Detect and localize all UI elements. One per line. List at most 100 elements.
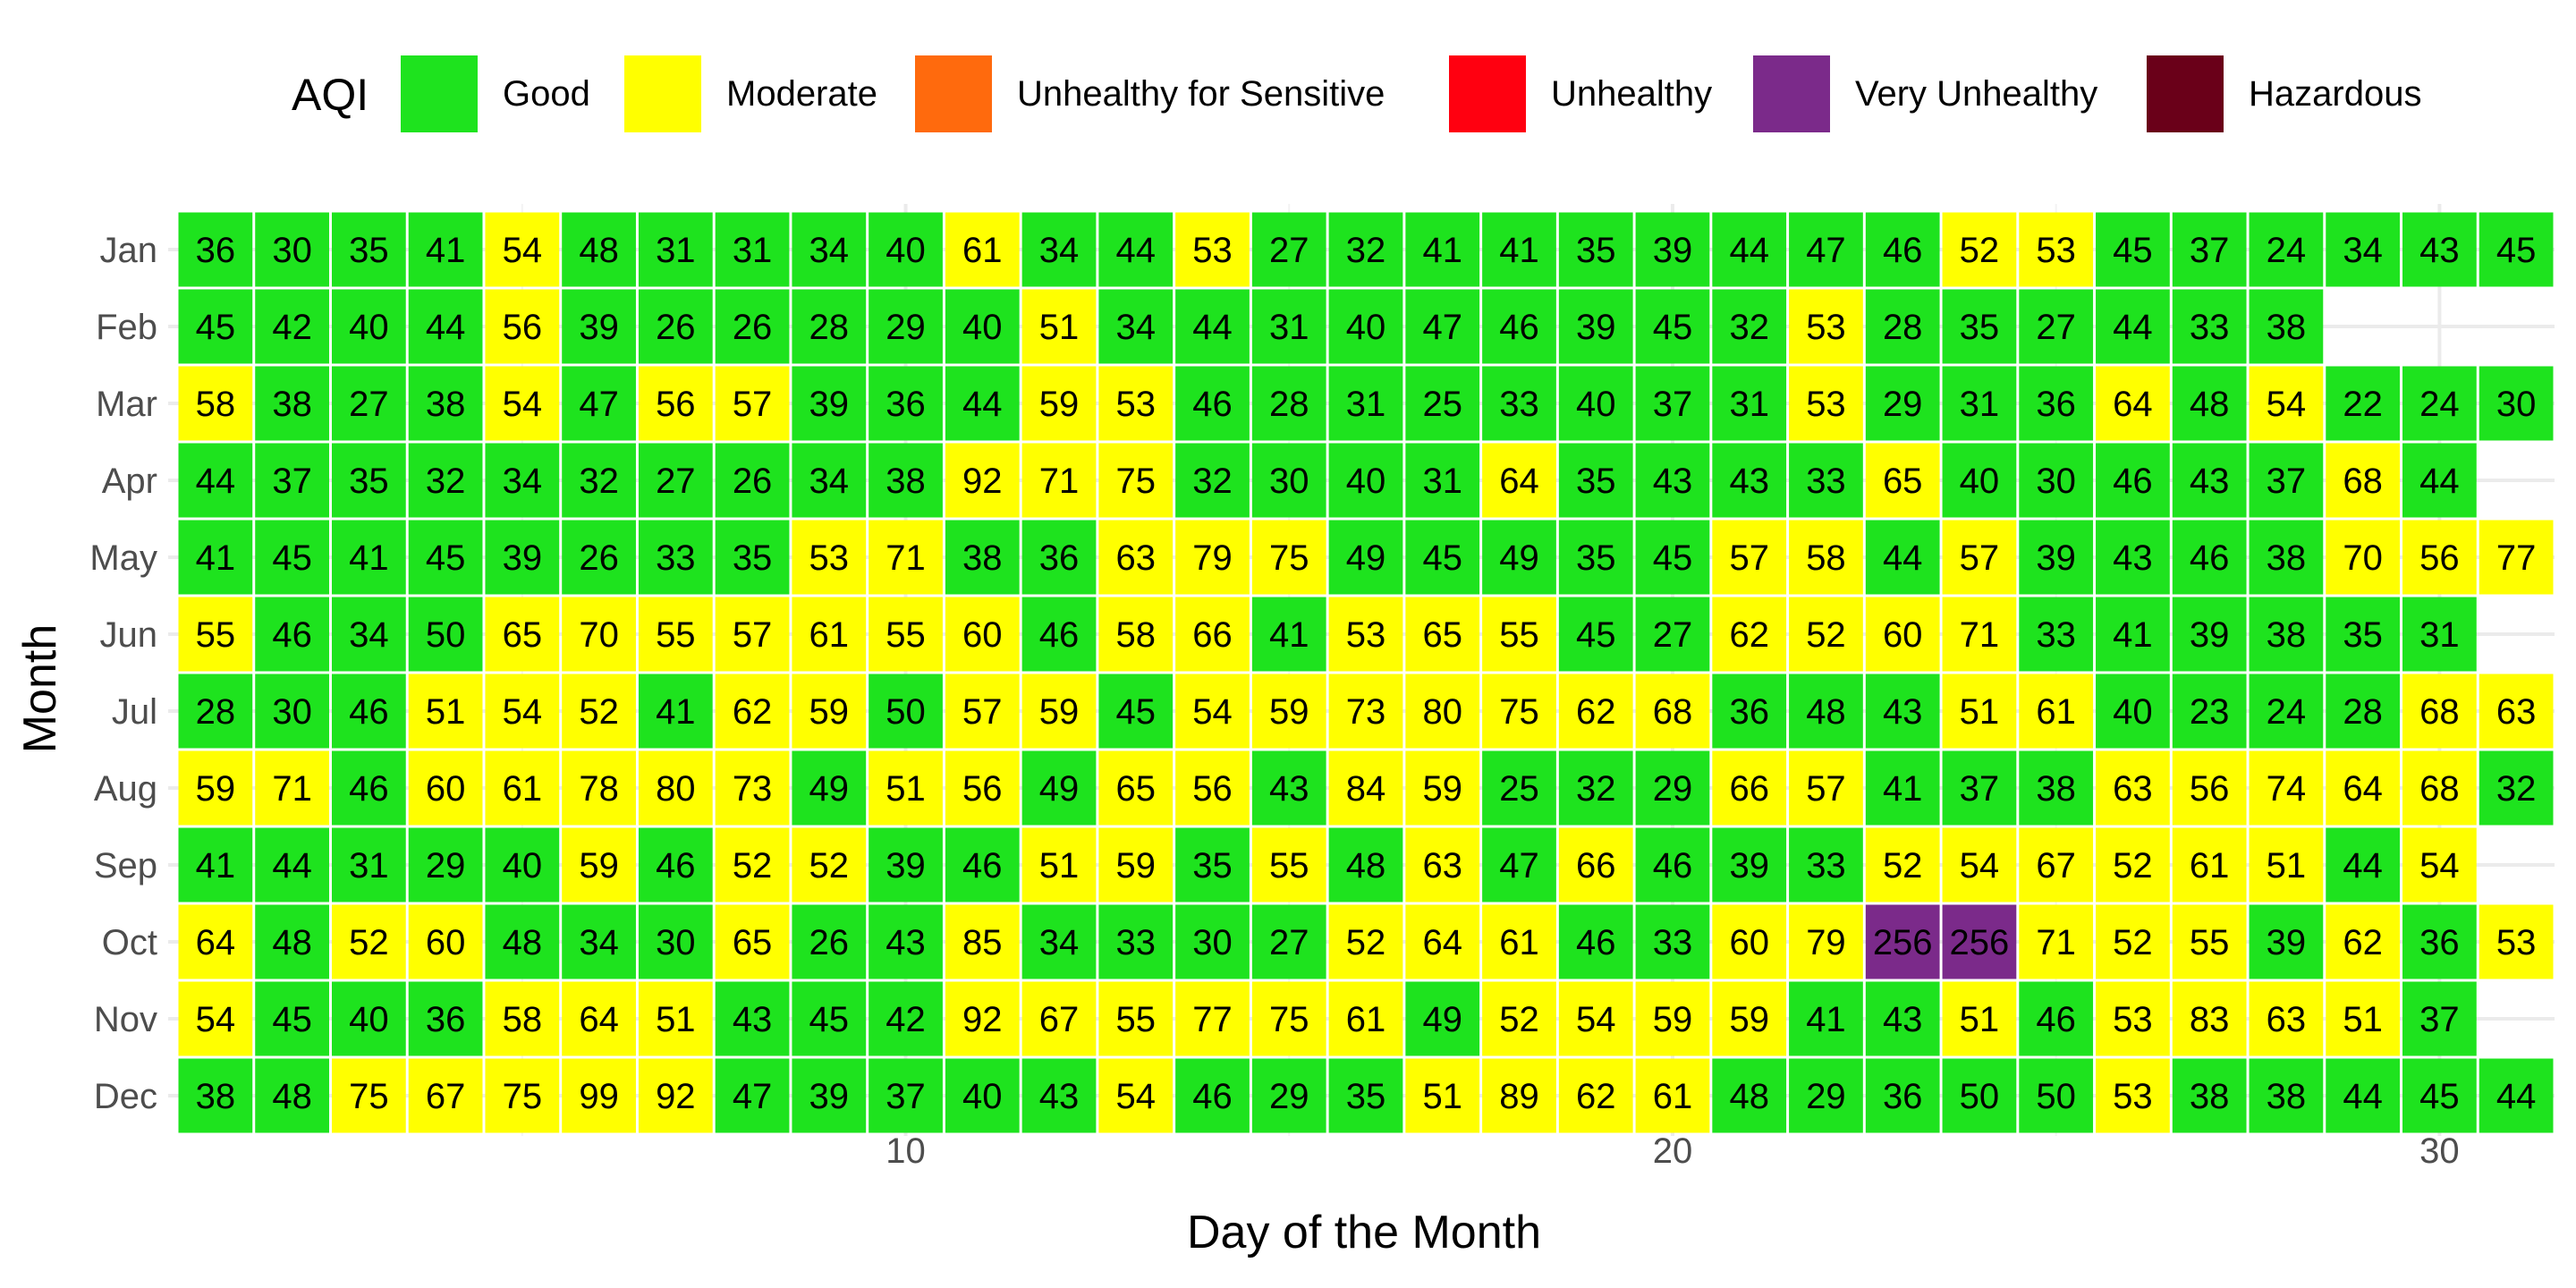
heatmap-cell <box>331 827 406 902</box>
heatmap-cell <box>2019 366 2094 441</box>
legend-key <box>624 55 701 132</box>
heatmap-cell <box>869 443 943 518</box>
cell-value-label: 61 <box>2190 846 2230 886</box>
heatmap-cell <box>1405 981 1480 1056</box>
heatmap-cell <box>1482 443 1556 518</box>
cell-value-label: 63 <box>2496 692 2537 732</box>
cell-value-label: 256 <box>1873 923 1933 962</box>
heatmap-cell <box>1558 289 1633 364</box>
heatmap-cell <box>1098 750 1174 826</box>
legend-key <box>915 55 992 132</box>
heatmap-cell <box>2096 904 2170 979</box>
cell-value-label: 61 <box>503 769 543 809</box>
heatmap-cell <box>255 981 329 1056</box>
heatmap-cell <box>1328 597 1403 672</box>
y-tick-label: Jun <box>100 615 158 655</box>
heatmap-cell <box>1712 904 1787 979</box>
cell-value-label: 67 <box>426 1077 466 1116</box>
cell-value-label: 36 <box>426 1000 466 1039</box>
cell-value-label: 35 <box>1346 1077 1386 1116</box>
cell-value-label: 40 <box>1576 385 1616 424</box>
cell-value-label: 48 <box>1346 846 1386 886</box>
heatmap-cell <box>1942 904 2017 979</box>
cell-value-label: 37 <box>886 1077 926 1116</box>
heatmap-cell <box>2096 674 2170 749</box>
heatmap-cell <box>1635 827 1710 902</box>
heatmap-cell <box>2249 212 2324 287</box>
cell-value-label: 60 <box>1883 615 1923 655</box>
heatmap-cell <box>1865 1058 1940 1133</box>
cell-value-label: 52 <box>349 923 389 962</box>
heatmap-cell <box>792 981 867 1056</box>
cell-value-label: 42 <box>886 1000 926 1039</box>
heatmap-cell <box>2172 674 2247 749</box>
heatmap-cell <box>2326 1058 2401 1133</box>
heatmap-cell <box>1405 520 1480 595</box>
cell-value-label: 44 <box>272 846 312 886</box>
cell-value-label: 62 <box>2343 923 2383 962</box>
heatmap-cell <box>1635 750 1710 826</box>
cell-value-label: 28 <box>2343 692 2383 732</box>
cell-value-label: 62 <box>1729 615 1769 655</box>
heatmap-cell <box>1482 981 1556 1056</box>
heatmap-cell <box>562 1058 636 1133</box>
y-tick-label: Feb <box>96 308 157 347</box>
cell-value-label: 34 <box>1039 231 1080 270</box>
heatmap-cell <box>638 904 713 979</box>
heatmap-cell <box>1021 904 1097 979</box>
heatmap-cell <box>178 981 253 1056</box>
heatmap-cell <box>1251 443 1326 518</box>
heatmap-cell <box>869 366 943 441</box>
cell-value-label: 42 <box>272 308 312 347</box>
cell-value-label: 44 <box>962 385 1003 424</box>
cell-value-label: 35 <box>1576 462 1616 501</box>
cell-value-label: 52 <box>1499 1000 1539 1039</box>
heatmap-cell <box>331 981 406 1056</box>
heatmap-cell <box>178 520 253 595</box>
heatmap-cell <box>1865 366 1940 441</box>
cell-value-label: 55 <box>1499 615 1539 655</box>
cell-value-label: 44 <box>2496 1077 2537 1116</box>
cell-value-label: 54 <box>2267 385 2307 424</box>
heatmap-cell <box>1175 520 1250 595</box>
heatmap-cell <box>945 289 1020 364</box>
legend-title: AQI <box>292 70 369 120</box>
cell-value-label: 45 <box>2419 1077 2460 1116</box>
cell-value-label: 31 <box>733 231 773 270</box>
cell-value-label: 59 <box>1729 1000 1769 1039</box>
cell-value-label: 57 <box>733 385 773 424</box>
cell-value-label: 73 <box>733 769 773 809</box>
cell-value-label: 29 <box>1806 1077 1846 1116</box>
cell-value-label: 27 <box>1269 231 1309 270</box>
cell-value-label: 46 <box>349 769 389 809</box>
cell-value-label: 48 <box>1729 1077 1769 1116</box>
cell-value-label: 31 <box>1346 385 1386 424</box>
cell-value-label: 32 <box>1576 769 1616 809</box>
heatmap-cell <box>2326 366 2401 441</box>
cell-value-label: 89 <box>1499 1077 1539 1116</box>
heatmap-cell <box>1328 827 1403 902</box>
heatmap-cell <box>2479 750 2554 826</box>
heatmap-cell <box>408 674 483 749</box>
cell-value-label: 65 <box>1422 615 1462 655</box>
cell-value-label: 51 <box>656 1000 696 1039</box>
cell-value-label: 57 <box>1729 538 1769 578</box>
cell-value-label: 31 <box>2419 615 2460 655</box>
heatmap-cells: 36 30 35 41 54 48 31 31 34 40 61 34 44 53 27 32 41 41 35 39… <box>178 212 2554 1133</box>
cell-value-label: 24 <box>2267 231 2307 270</box>
heatmap-cell <box>1482 1058 1556 1133</box>
cell-value-label: 50 <box>426 615 466 655</box>
cell-value-label: 35 <box>1576 231 1616 270</box>
heatmap-cell <box>255 366 329 441</box>
cell-value-label: 62 <box>1576 692 1616 732</box>
heatmap-cell <box>2019 674 2094 749</box>
legend-key <box>1753 55 1830 132</box>
heatmap-cell <box>178 904 253 979</box>
cell-value-label: 40 <box>1346 462 1386 501</box>
cell-value-label: 61 <box>1499 923 1539 962</box>
cell-value-label: 52 <box>579 692 619 732</box>
heatmap-cell <box>2402 212 2477 287</box>
cell-value-label: 41 <box>1883 769 1923 809</box>
heatmap-cell <box>945 904 1020 979</box>
heatmap-cell <box>638 289 713 364</box>
